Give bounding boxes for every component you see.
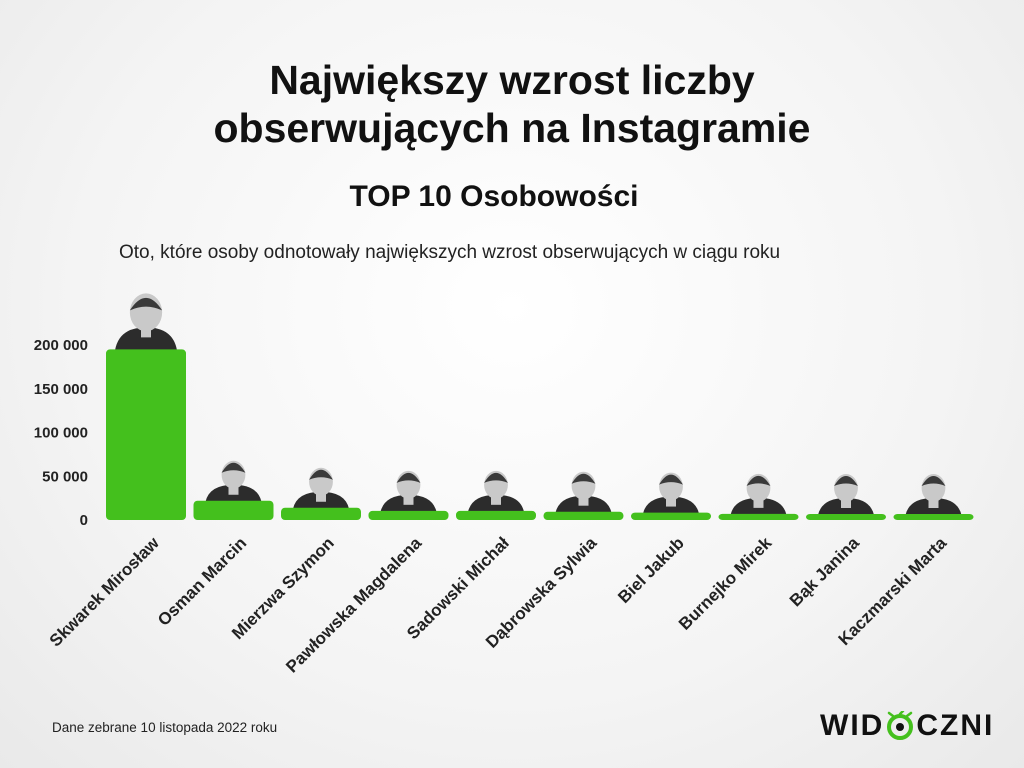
- bar: [543, 511, 624, 520]
- y-tick-label: 0: [80, 512, 88, 529]
- bar: [193, 500, 274, 520]
- chart-title-line-2: obserwujących na Instagramie: [213, 105, 811, 151]
- bar: [718, 513, 799, 520]
- person-photo-icon: [818, 474, 874, 515]
- chart-subtitle: TOP 10 Osobowości: [349, 180, 639, 213]
- person-photo-icon: [115, 293, 177, 351]
- bar: [456, 510, 536, 520]
- logo-text-right: CZNI: [916, 709, 995, 742]
- bar: [806, 514, 886, 520]
- chart-title: Największy wzrost liczby obserwujących n…: [0, 56, 1024, 152]
- person-photo-icon: [730, 473, 787, 515]
- person-photo-icon: [468, 470, 524, 512]
- y-tick-label: 150 000: [34, 381, 88, 398]
- person-photo-icon: [293, 467, 349, 509]
- bar: [631, 512, 711, 520]
- y-tick-label: 50 000: [42, 468, 88, 485]
- data-source-note: Dane zebrane 10 listopada 2022 roku: [52, 720, 278, 735]
- person-photo-icon: [555, 471, 612, 513]
- logo-text-left: WID: [820, 709, 885, 742]
- x-category-label: Skwarek Mirosław: [46, 533, 164, 651]
- bar: [281, 507, 361, 520]
- eye-swirl-icon: [887, 711, 914, 740]
- y-tick-label: 200 000: [34, 337, 88, 354]
- bar: [893, 514, 974, 520]
- widoczni-logo: WID CZNI: [820, 706, 994, 746]
- person-photo-icon: [643, 472, 699, 514]
- bar: [106, 349, 186, 520]
- person-photo-icon: [205, 460, 262, 502]
- chart-description: Oto, które osoby odnotowały największych…: [119, 242, 781, 263]
- person-photo-icon: [380, 470, 437, 512]
- x-category-label: Burnejko Mirek: [675, 533, 776, 634]
- x-category-label: Bąk Janina: [786, 533, 863, 610]
- x-category-label: Biel Jakub: [614, 533, 688, 607]
- chart-title-line-1: Największy wzrost liczby: [269, 57, 755, 103]
- bar: [368, 510, 449, 520]
- person-photo-icon: [905, 474, 962, 515]
- x-category-label: Osman Marcin: [154, 533, 250, 629]
- y-tick-label: 100 000: [34, 425, 88, 442]
